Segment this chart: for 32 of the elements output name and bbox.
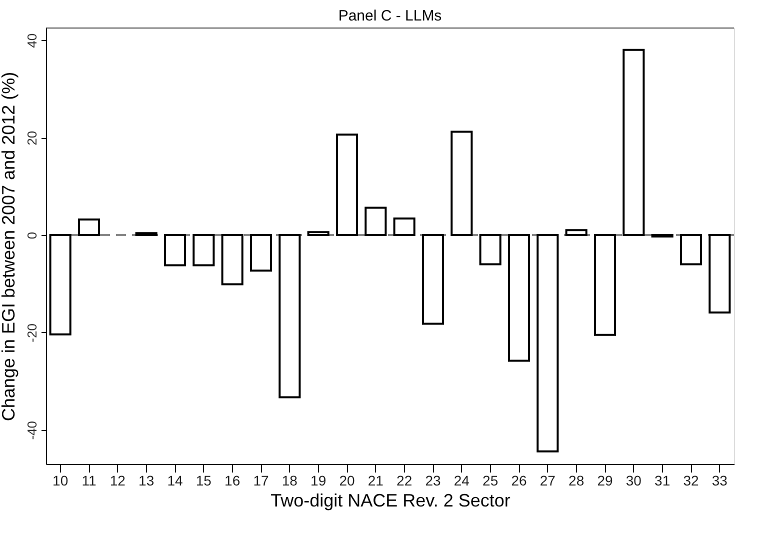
y-tick-label: -40	[24, 421, 40, 440]
x-tick-label: 26	[511, 472, 527, 488]
x-tick-label: 19	[310, 472, 326, 488]
x-tick-label: 22	[396, 472, 412, 488]
y-tick-label: 0	[24, 232, 40, 240]
x-tick-label: 15	[196, 472, 212, 488]
x-tick-label: 18	[282, 472, 298, 488]
x-tick-label: 16	[224, 472, 240, 488]
x-tick-label: 17	[253, 472, 269, 488]
y-tick-label: 20	[24, 130, 40, 146]
y-axis-title: Change in EGI between 2007 and 2012 (%)	[0, 72, 18, 422]
x-tick-label: 28	[568, 472, 584, 488]
x-tick-label: 31	[654, 472, 670, 488]
x-tick-label: 29	[597, 472, 613, 488]
x-tick-label: 10	[52, 472, 68, 488]
y-tick-label: -20	[24, 324, 40, 342]
x-tick-label: 14	[167, 472, 183, 488]
x-tick-label: 23	[425, 472, 441, 488]
x-axis-title: Two-digit NACE Rev. 2 Sector	[270, 490, 510, 510]
chart-title: Panel C - LLMs	[338, 8, 442, 24]
x-tick-label: 13	[138, 472, 154, 488]
x-tick-label: 21	[368, 472, 384, 488]
x-tick-label: 30	[626, 472, 642, 488]
x-tick-label: 25	[482, 472, 498, 488]
x-tick-label: 20	[339, 472, 355, 488]
y-tick-label: 40	[24, 33, 40, 48]
x-tick-label: 12	[110, 472, 126, 488]
x-tick-label: 24	[454, 472, 470, 488]
x-tick-label: 33	[712, 472, 728, 488]
x-tick-label: 27	[540, 472, 556, 488]
x-tick-label: 11	[82, 472, 96, 488]
x-tick-label: 32	[683, 472, 699, 488]
